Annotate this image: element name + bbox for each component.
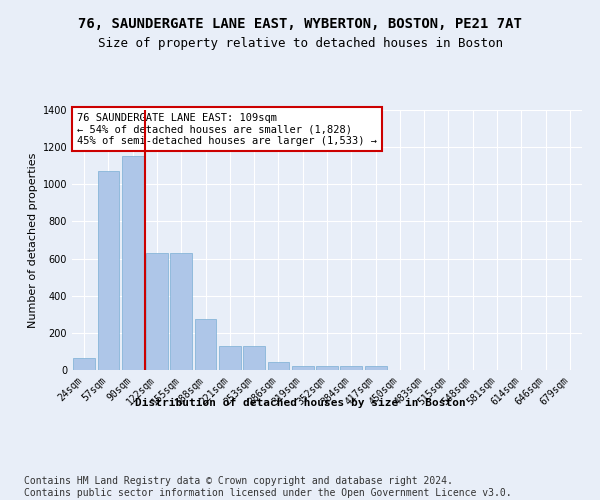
Bar <box>170 253 192 370</box>
Bar <box>97 172 119 370</box>
Bar <box>146 253 168 370</box>
Y-axis label: Number of detached properties: Number of detached properties <box>28 152 38 328</box>
Bar <box>219 346 241 370</box>
Bar <box>340 366 362 370</box>
Bar <box>268 362 289 370</box>
Bar <box>365 366 386 370</box>
Bar <box>316 366 338 370</box>
Text: 76 SAUNDERGATE LANE EAST: 109sqm
← 54% of detached houses are smaller (1,828)
45: 76 SAUNDERGATE LANE EAST: 109sqm ← 54% o… <box>77 112 377 146</box>
Bar <box>73 358 95 370</box>
Text: Contains HM Land Registry data © Crown copyright and database right 2024.
Contai: Contains HM Land Registry data © Crown c… <box>24 476 512 498</box>
Bar <box>194 319 217 370</box>
Text: 76, SAUNDERGATE LANE EAST, WYBERTON, BOSTON, PE21 7AT: 76, SAUNDERGATE LANE EAST, WYBERTON, BOS… <box>78 18 522 32</box>
Text: Distribution of detached houses by size in Boston: Distribution of detached houses by size … <box>134 398 466 407</box>
Bar <box>292 366 314 370</box>
Bar <box>243 346 265 370</box>
Bar <box>122 156 143 370</box>
Text: Size of property relative to detached houses in Boston: Size of property relative to detached ho… <box>97 38 503 51</box>
